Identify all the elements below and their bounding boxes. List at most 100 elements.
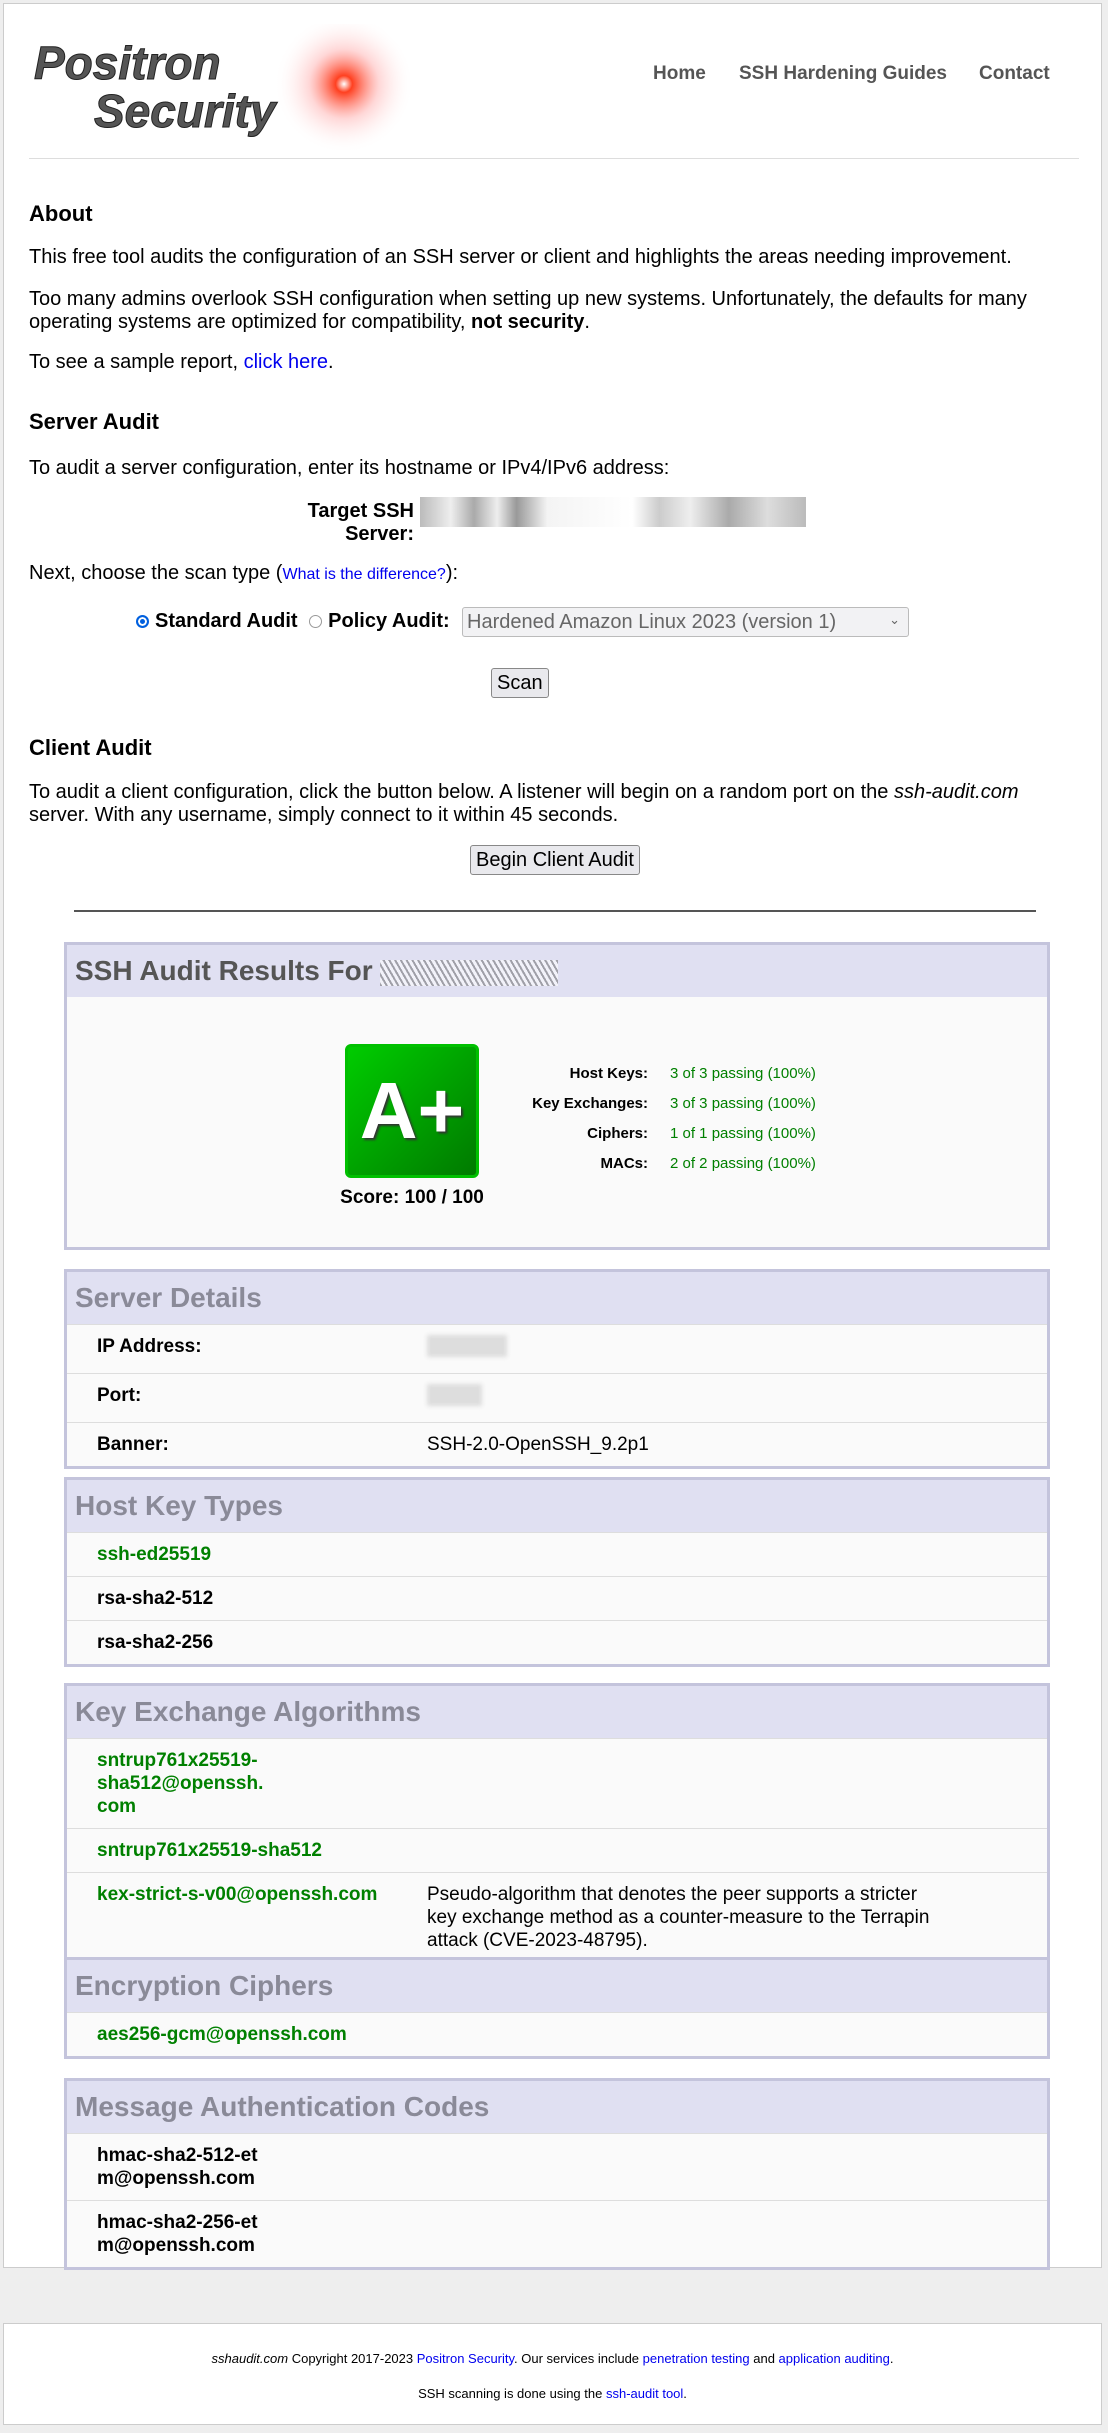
- penetration-testing-link[interactable]: penetration testing: [642, 2351, 750, 2366]
- stat-macs: MACs: 2 of 2 passing (100%): [424, 1149, 816, 1179]
- host-key-item: rsa-sha2-256: [67, 1620, 1047, 1664]
- mac-item: hmac-sha2-512-etm@openssh.com: [67, 2133, 1047, 2200]
- mac-item: hmac-sha2-256-etm@openssh.com: [67, 2200, 1047, 2267]
- policy-audit-label[interactable]: Policy Audit:: [328, 610, 450, 632]
- sample-report-paragraph: To see a sample report, click here.: [29, 351, 1079, 374]
- kex-item: kex-strict-s-v00@openssh.com Pseudo-algor…: [67, 1872, 1047, 1962]
- site-name: sshaudit.com: [211, 2351, 289, 2366]
- nav-home[interactable]: Home: [653, 63, 706, 84]
- ip-value: [427, 1335, 987, 1363]
- port-row: Port:: [67, 1373, 1047, 1422]
- difference-link[interactable]: What is the difference?: [282, 566, 446, 583]
- ssh-audit-tool-link[interactable]: ssh-audit tool: [605, 2386, 684, 2401]
- cipher-item: aes256-gcm@openssh.com: [67, 2012, 1047, 2056]
- text: Too many admins overlook SSH configurati…: [29, 288, 1027, 333]
- stat-label: MACs:: [600, 1155, 649, 1172]
- stat-value: 2 of 2 passing (100%): [670, 1155, 816, 1172]
- ip-label: IP Address:: [97, 1336, 202, 1357]
- mac-name: hmac-sha2-512-etm@openssh.com: [97, 2145, 258, 2189]
- stat-key-exchanges: Key Exchanges: 3 of 3 passing (100%): [424, 1089, 816, 1119]
- macs-panel: Message Authentication Codes hmac-sha2-5…: [64, 2078, 1050, 2270]
- server-details-panel: Server Details IP Address: Port: Banner:…: [64, 1269, 1050, 1469]
- svg-text:Security: Security: [94, 85, 278, 137]
- page-container: Positron Security Home SSH Hardening Gui…: [3, 3, 1102, 2270]
- sample-report-link[interactable]: click here: [243, 351, 329, 373]
- server-audit-heading: Server Audit: [29, 409, 160, 434]
- header-divider: [29, 158, 1079, 159]
- score-text: Score: 100 / 100: [340, 1187, 484, 1208]
- text: and: [749, 2351, 779, 2366]
- client-audit-text: To audit a client configuration, click t…: [29, 781, 1079, 827]
- nav-ssh-hardening-guides[interactable]: SSH Hardening Guides: [739, 63, 947, 84]
- host-key-types-title: Host Key Types: [67, 1480, 1047, 1532]
- port-label: Port:: [97, 1385, 142, 1406]
- mac-name: hmac-sha2-256-etm@openssh.com: [97, 2212, 258, 2256]
- stat-label: Ciphers:: [587, 1125, 648, 1142]
- text: Next, choose the scan type (: [29, 562, 283, 584]
- results-title: SSH Audit Results For: [67, 945, 1047, 997]
- policy-audit-radio[interactable]: [309, 615, 323, 629]
- host-name: ssh-audit.com: [893, 781, 1019, 803]
- scan-type-text: Next, choose the scan type (What is the …: [29, 562, 1079, 586]
- positron-security-link[interactable]: Positron Security: [416, 2351, 515, 2366]
- scan-type-options: Standard Audit Policy Audit:: [136, 610, 450, 633]
- stat-label: Host Keys:: [569, 1065, 648, 1082]
- stat-value: 1 of 1 passing (100%): [670, 1125, 816, 1142]
- stat-host-keys: Host Keys: 3 of 3 passing (100%): [424, 1059, 816, 1089]
- key-exchange-title: Key Exchange Algorithms: [67, 1686, 1047, 1738]
- obscured-hostname: [380, 959, 559, 986]
- scan-button[interactable]: Scan: [491, 668, 549, 698]
- target-server-input[interactable]: [420, 497, 806, 527]
- standard-audit-radio[interactable]: [136, 615, 149, 629]
- port-value: [427, 1384, 987, 1412]
- policy-selected-value: Hardened Amazon Linux 2023 (version 1): [467, 611, 837, 633]
- kex-note: Pseudo-algorithm that denotes the peer s…: [427, 1884, 930, 1951]
- client-audit-heading: Client Audit: [29, 735, 152, 760]
- standard-audit-label[interactable]: Standard Audit: [155, 610, 298, 632]
- kex-item: sntrup761x25519-sha512: [67, 1828, 1047, 1872]
- results-divider: [74, 910, 1036, 912]
- obscured-port: [427, 1384, 482, 1406]
- svg-text:Positron: Positron: [34, 37, 221, 89]
- policy-select[interactable]: Hardened Amazon Linux 2023 (version 1) ⌄: [462, 607, 909, 637]
- text: To audit a client configuration, click t…: [29, 781, 894, 803]
- target-server-label: Target SSH Server:: [307, 500, 414, 545]
- text: To see a sample report,: [29, 351, 244, 373]
- footer-tool-line: SSH scanning is done using the ssh-audit…: [4, 2386, 1101, 2401]
- host-key-item: rsa-sha2-512: [67, 1576, 1047, 1620]
- stat-label: Key Exchanges:: [532, 1095, 648, 1112]
- kex-item: sntrup761x25519-sha512@openssh.com: [67, 1738, 1047, 1828]
- kex-name: sntrup761x25519-sha512@openssh.com: [97, 1750, 264, 1817]
- obscured-ip: [427, 1335, 507, 1357]
- positron-security-logo[interactable]: Positron Security: [29, 14, 419, 154]
- nav-contact[interactable]: Contact: [979, 63, 1050, 84]
- results-stats: Host Keys: 3 of 3 passing (100%) Key Exch…: [424, 1059, 816, 1179]
- about-paragraph-2: Too many admins overlook SSH configurati…: [29, 288, 1079, 334]
- ip-row: IP Address:: [67, 1324, 1047, 1373]
- host-key-types-panel: Host Key Types ssh-ed25519 rsa-sha2-512 …: [64, 1477, 1050, 1667]
- stat-value: 3 of 3 passing (100%): [670, 1095, 816, 1112]
- text: Copyright 2017-2023: [288, 2351, 417, 2366]
- ciphers-title: Encryption Ciphers: [67, 1960, 1047, 2012]
- server-audit-intro: To audit a server configuration, enter i…: [29, 457, 670, 479]
- banner-row: Banner: SSH-2.0-OpenSSH_9.2p1: [67, 1422, 1047, 1466]
- begin-client-audit-button[interactable]: Begin Client Audit: [470, 845, 640, 875]
- about-heading: About: [29, 201, 93, 226]
- footer: sshaudit.com Copyright 2017-2023 Positro…: [3, 2323, 1102, 2425]
- results-panel: SSH Audit Results For: [64, 942, 1050, 1250]
- stat-ciphers: Ciphers: 1 of 1 passing (100%): [424, 1119, 816, 1149]
- text: server. With any username, simply connec…: [29, 804, 619, 826]
- banner-label: Banner:: [97, 1434, 169, 1455]
- grade-badge: A+: [345, 1044, 479, 1178]
- macs-title: Message Authentication Codes: [67, 2081, 1047, 2133]
- text: .: [889, 2351, 894, 2366]
- stat-value: 3 of 3 passing (100%): [670, 1065, 816, 1082]
- text: . Our services include: [514, 2351, 643, 2366]
- text: SSH scanning is done using the: [418, 2386, 606, 2401]
- text: ):: [445, 562, 459, 584]
- about-paragraph: This free tool audits the configuration …: [29, 246, 1012, 268]
- kex-name: kex-strict-s-v00@openssh.com: [97, 1884, 378, 1905]
- host-key-item: ssh-ed25519: [67, 1532, 1047, 1576]
- application-auditing-link[interactable]: application auditing: [778, 2351, 890, 2366]
- footer-copyright: sshaudit.com Copyright 2017-2023 Positro…: [4, 2351, 1101, 2366]
